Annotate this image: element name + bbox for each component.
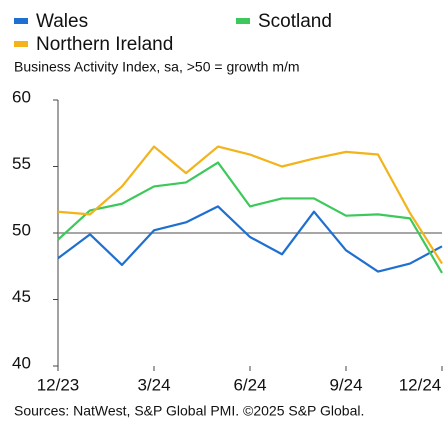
x-tick-label: 12/24 [399,375,442,394]
legend-label: Scotland [258,11,332,32]
legend-swatch [14,41,28,47]
y-tick-label: 50 [12,220,31,239]
y-tick-label: 40 [12,353,31,372]
x-tick-label: 6/24 [233,375,266,394]
legend-swatch [14,18,28,24]
series-line [57,145,443,265]
x-tick-label: 3/24 [137,375,170,394]
y-tick-label: 55 [12,154,31,173]
y-tick-label: 45 [12,287,31,306]
legend-label: Northern Ireland [36,34,173,55]
legend-swatch [236,18,250,24]
legend-label: Wales [36,11,88,32]
chart-subtitle: Business Activity Index, sa, >50 = growt… [14,59,300,75]
x-tick-label: 12/23 [37,375,80,394]
x-tick-label: 9/24 [329,375,362,394]
y-tick-label: 60 [12,87,31,106]
series-line [57,161,443,274]
source-note: Sources: NatWest, S&P Global PMI. ©2025 … [14,403,364,419]
series-line [57,205,443,273]
